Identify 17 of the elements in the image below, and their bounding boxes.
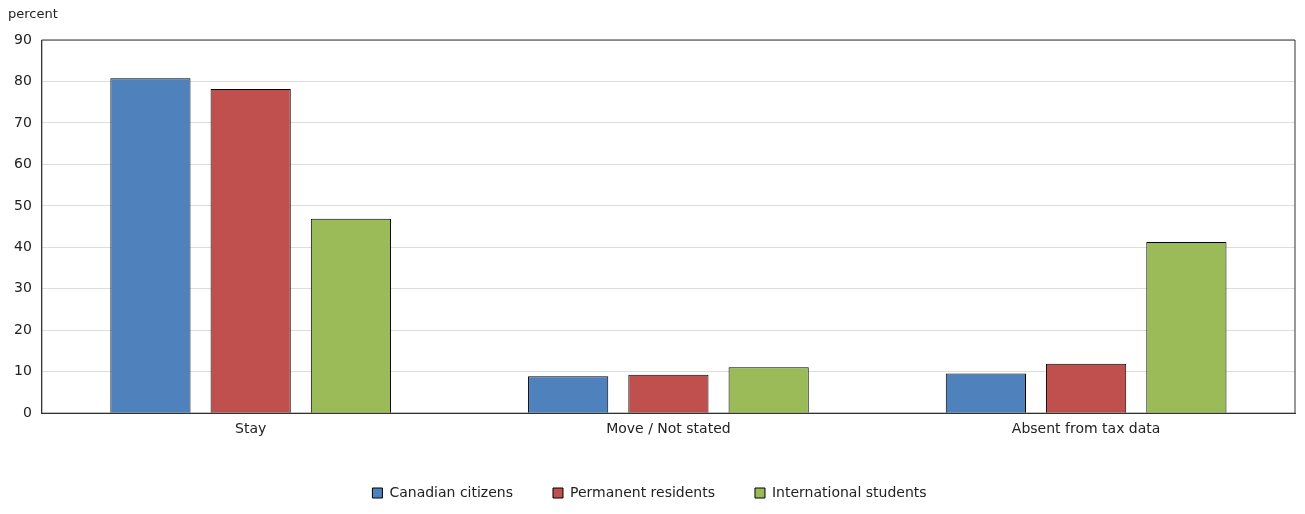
x-tick-label: Absent from tax data xyxy=(1011,420,1161,437)
y-tick-label: 40 xyxy=(13,237,32,254)
y-tick-label: 60 xyxy=(13,155,32,172)
y-tick-label: 10 xyxy=(13,362,32,379)
y-axis-title: percent xyxy=(8,6,58,21)
y-tick-label: 70 xyxy=(13,113,32,130)
y-tick-label: 80 xyxy=(13,72,32,89)
legend-label: International students xyxy=(771,483,927,500)
y-tick-label: 30 xyxy=(13,279,32,296)
legend-label: Permanent residents xyxy=(569,483,715,500)
legend-label: Canadian citizens xyxy=(389,483,513,500)
x-tick-label: Move / Not stated xyxy=(606,420,731,437)
y-tick-label: 90 xyxy=(13,30,32,47)
y-tick-label: 0 xyxy=(22,403,32,420)
y-tick-label: 20 xyxy=(13,320,32,337)
x-tick-label: Stay xyxy=(235,420,267,437)
y-tick-label: 50 xyxy=(13,196,32,213)
